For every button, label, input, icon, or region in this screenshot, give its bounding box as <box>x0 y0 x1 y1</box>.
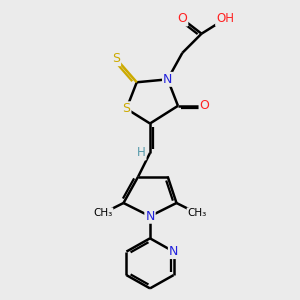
Text: N: N <box>145 210 155 223</box>
Text: CH₃: CH₃ <box>93 208 112 218</box>
Text: O: O <box>200 99 209 112</box>
Text: N: N <box>169 245 178 258</box>
Text: OH: OH <box>216 13 234 26</box>
Text: O: O <box>178 13 187 26</box>
Text: CH₃: CH₃ <box>188 208 207 218</box>
Text: S: S <box>122 102 130 115</box>
Text: N: N <box>163 73 172 86</box>
Text: H: H <box>137 146 146 159</box>
Text: S: S <box>112 52 120 65</box>
